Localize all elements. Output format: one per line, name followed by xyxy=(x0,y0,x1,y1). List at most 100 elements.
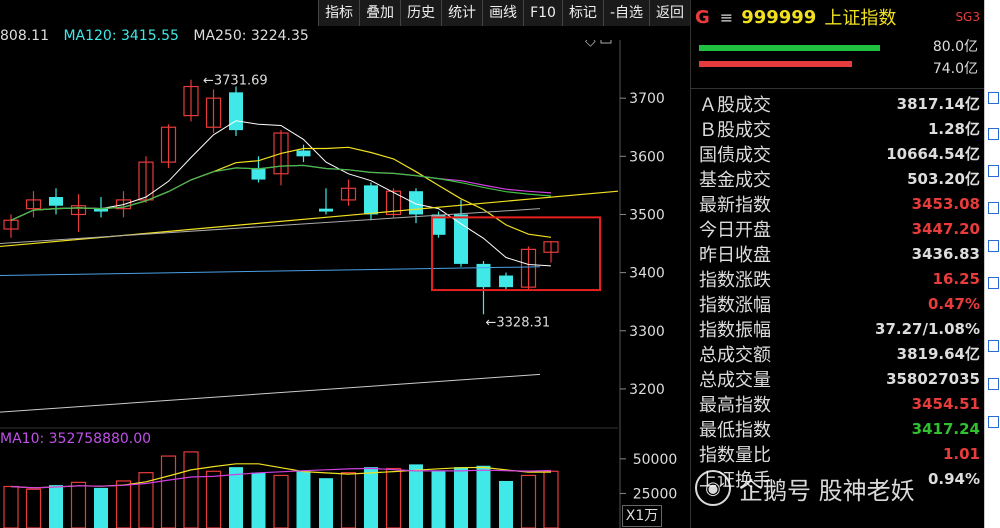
candle-body xyxy=(251,167,266,180)
volume-bar xyxy=(319,478,333,528)
edge-icon[interactable] xyxy=(988,92,999,104)
info-label: 总成交额 xyxy=(699,344,771,366)
volume-bar xyxy=(431,471,446,528)
candle-body xyxy=(296,150,311,157)
volume-bar xyxy=(385,467,402,528)
menu-icon[interactable]: ≡ xyxy=(719,7,734,27)
low-annotation: ←3328.31 xyxy=(486,315,551,330)
info-value: 10664.54亿 xyxy=(886,145,980,163)
ma120-line xyxy=(0,208,541,245)
info-label: 指数量比 xyxy=(699,444,771,466)
edge-icon[interactable] xyxy=(988,378,999,390)
volume-bar xyxy=(543,470,559,528)
candle-body xyxy=(205,97,222,128)
volume-bar xyxy=(273,474,289,528)
volume-bar xyxy=(454,467,468,528)
info-label: 最低指数 xyxy=(699,419,771,441)
ma60-legend: 808.11 xyxy=(0,28,49,44)
info-value: 3447.20 xyxy=(911,219,980,238)
price-tick-label: 3300 xyxy=(629,324,665,340)
candle-body xyxy=(273,132,289,175)
info-value: 3453.08 xyxy=(911,194,980,213)
toolbar-button[interactable]: -自选 xyxy=(602,0,649,26)
right-edge-strip[interactable] xyxy=(984,0,1000,528)
info-value: 0.47% xyxy=(927,294,980,313)
info-row: 最新指数 3453.08 xyxy=(691,191,986,216)
candle-body xyxy=(229,92,243,131)
info-row: 指数振幅 37.27/1.08% xyxy=(691,316,986,341)
edge-icon[interactable] xyxy=(988,165,999,177)
watermark-text: 企鹅号 股神老妖 xyxy=(739,476,915,505)
info-label: 最新指数 xyxy=(699,194,771,216)
info-row: 最低指数 3417.24 xyxy=(691,416,986,441)
down-bar-fill xyxy=(699,61,852,67)
candle-body xyxy=(364,185,378,215)
volume-bar xyxy=(25,488,42,528)
volume-bar xyxy=(364,467,378,528)
price-tick-label: 3700 xyxy=(629,91,665,107)
edge-icon[interactable] xyxy=(988,416,999,428)
toolbar-button[interactable]: F10 xyxy=(523,0,562,26)
kline-chart-area[interactable]: 指标 叠加 历史 统计 画线 F10 标记 -自选 返回 808.11 MA120: 3415.… xyxy=(0,0,690,528)
edge-icon[interactable] xyxy=(988,340,999,352)
info-row: 最高指数 3454.51 xyxy=(691,391,986,416)
volume-bar xyxy=(94,487,108,528)
axis-unit-button[interactable]: X1万 xyxy=(622,505,662,527)
candle-body xyxy=(49,197,63,206)
candlestick-chart[interactable]: 3700 3600 3500 3400 3300 3200 ←3731.69 ←3328.31… xyxy=(0,40,690,528)
info-row: 昨日收盘 3436.83 xyxy=(691,241,986,266)
volume-bar xyxy=(340,472,357,528)
square-icon xyxy=(600,40,612,44)
volume-ma10-line xyxy=(10,467,552,489)
info-label: 指数涨跌 xyxy=(699,269,771,291)
trend-line-yellow xyxy=(0,190,619,248)
volume-ma10-legend: MA10: 352758880.00 xyxy=(0,431,152,447)
price-tick-label: 3200 xyxy=(629,382,665,398)
volume-bar xyxy=(229,467,243,528)
info-row: 指数涨跌 16.25 xyxy=(691,266,986,291)
down-volume-bar: 74.0亿 xyxy=(691,56,986,78)
info-value: 1.28亿 xyxy=(927,120,980,138)
toolbar-button[interactable]: 标记 xyxy=(561,0,603,26)
chart-toolbar: 指标 叠加 历史 统计 画线 F10 标记 -自选 返回 xyxy=(318,0,690,26)
down-volume-value: 74.0亿 xyxy=(932,61,978,77)
info-row: Ａ股成交 3817.14亿 xyxy=(691,91,986,116)
candle-body xyxy=(94,208,108,212)
volume-bar xyxy=(296,471,311,528)
candle-body xyxy=(160,126,177,163)
toolbar-button[interactable]: 历史 xyxy=(400,0,442,26)
candle-body xyxy=(70,205,87,216)
edge-icon[interactable] xyxy=(988,202,999,214)
price-tick-label: 3400 xyxy=(629,266,665,282)
toolbar-button[interactable]: 返回 xyxy=(649,0,690,26)
candle-body xyxy=(25,199,42,210)
price-tick-label: 3600 xyxy=(629,149,665,165)
g-label[interactable]: G xyxy=(695,6,710,28)
info-value: 3417.24 xyxy=(911,419,980,438)
info-value: 3819.64亿 xyxy=(896,345,980,363)
edge-icon[interactable] xyxy=(988,128,999,140)
volume-bar xyxy=(115,480,132,528)
volume-bar xyxy=(70,481,87,528)
info-label: 今日开盘 xyxy=(699,219,771,241)
sg-badge: SG3 xyxy=(955,10,980,24)
info-value: 0.94% xyxy=(927,469,980,488)
toolbar-button[interactable]: 指标 xyxy=(318,0,360,26)
volume-bar xyxy=(476,465,491,528)
candle-body xyxy=(476,263,491,288)
info-value: 503.20亿 xyxy=(907,170,980,188)
toolbar-button[interactable]: 叠加 xyxy=(359,0,401,26)
volume-bar xyxy=(160,455,177,528)
info-label: 基金成交 xyxy=(699,169,771,191)
edge-icon[interactable] xyxy=(988,277,999,289)
candle-body xyxy=(138,161,154,201)
up-volume-value: 80.0亿 xyxy=(932,39,978,55)
info-row: 指数量比 1.01 xyxy=(691,441,986,466)
toolbar-button[interactable]: 画线 xyxy=(482,0,524,26)
toolbar-button[interactable]: 统计 xyxy=(441,0,483,26)
info-value: 37.27/1.08% xyxy=(875,319,980,338)
info-value: 16.25 xyxy=(932,269,980,288)
info-label: 国债成交 xyxy=(699,144,771,166)
edge-icon[interactable] xyxy=(988,240,999,252)
candle-body xyxy=(385,190,402,216)
